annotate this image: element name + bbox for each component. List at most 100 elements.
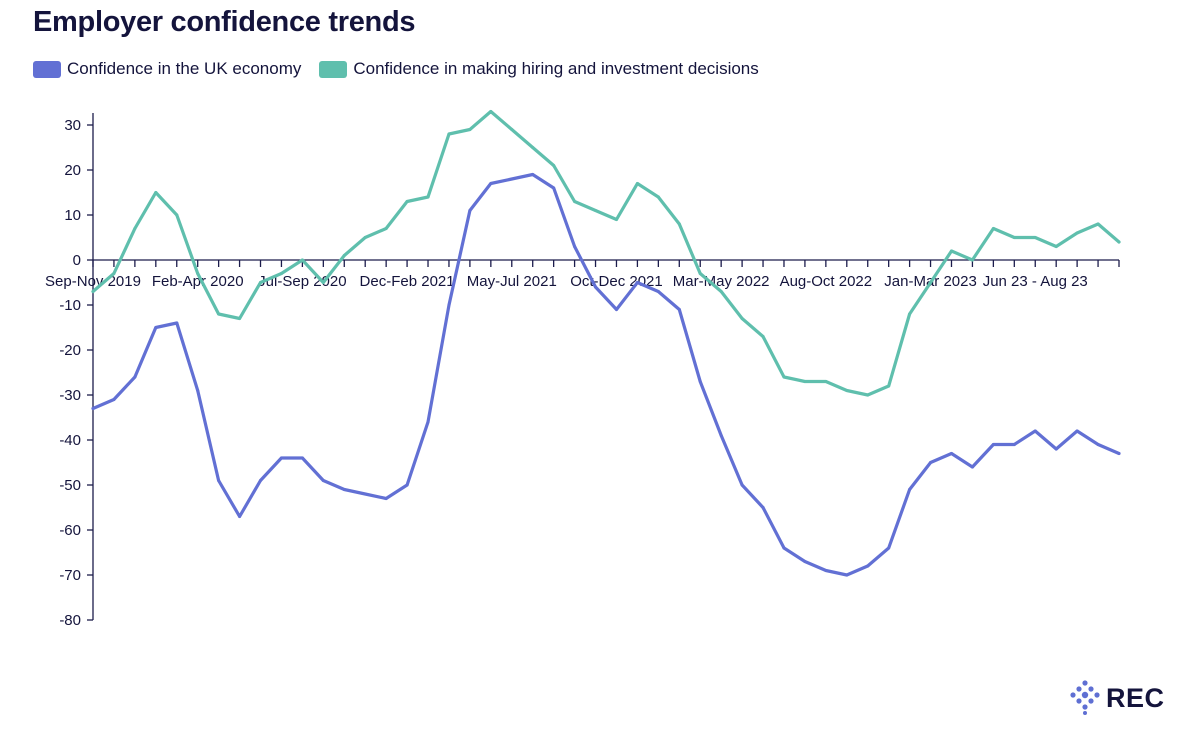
data-point: [342, 488, 346, 491]
data-point: [803, 560, 807, 563]
y-tick-label: -70: [59, 567, 81, 584]
data-point: [426, 420, 430, 424]
y-tick-label: -50: [59, 477, 81, 494]
data-point: [259, 281, 263, 284]
data-point: [719, 434, 723, 437]
data-point: [489, 110, 493, 113]
data-point: [196, 272, 200, 275]
data-point: [782, 546, 786, 550]
data-point: [635, 281, 639, 284]
data-point: [1054, 245, 1058, 248]
data-point: [824, 380, 828, 383]
legend-label: Confidence in making hiring and investme…: [353, 59, 759, 78]
data-point: [363, 236, 367, 239]
legend-swatch-hiring-investment: [319, 60, 348, 78]
data-point: [531, 146, 535, 149]
data-point: [1117, 240, 1121, 244]
data-point: [1012, 236, 1016, 239]
data-point: [1096, 443, 1100, 446]
data-point: [175, 321, 179, 325]
data-point: [761, 335, 765, 338]
series-line-hiring-investment: [91, 109, 1121, 397]
data-point: [991, 443, 995, 446]
rec-logo-text: REC: [1106, 682, 1165, 713]
data-point: [1096, 222, 1100, 226]
data-point: [217, 312, 221, 316]
x-tick-label: Dec-Feb 2021: [360, 273, 455, 290]
data-point: [447, 132, 451, 136]
y-tick-label: -40: [59, 432, 81, 449]
y-tick-label: 10: [64, 207, 81, 224]
data-point: [321, 479, 325, 482]
data-point: [300, 258, 304, 262]
data-point: [656, 290, 660, 293]
data-point: [594, 209, 598, 212]
data-point: [929, 281, 933, 284]
data-point: [698, 380, 702, 383]
data-point: [1054, 447, 1058, 451]
data-point: [468, 209, 472, 212]
data-point: [342, 254, 346, 257]
data-point: [949, 249, 953, 253]
legend-item-uk-economy[interactable]: Confidence in the UK economy: [33, 59, 301, 79]
data-point: [259, 479, 263, 482]
data-point: [970, 465, 974, 469]
data-point: [154, 191, 158, 194]
y-tick-label: -10: [59, 297, 81, 314]
data-point: [217, 479, 221, 482]
data-point: [614, 218, 618, 221]
data-point: [573, 245, 577, 248]
data-point: [384, 227, 388, 230]
data-point: [824, 569, 828, 572]
data-point: [279, 272, 283, 275]
y-tick-label: -60: [59, 522, 81, 539]
data-point: [510, 177, 514, 181]
legend-item-hiring-investment[interactable]: Confidence in making hiring and investme…: [319, 59, 759, 79]
data-point: [91, 407, 95, 410]
data-point: [991, 227, 995, 230]
data-point: [635, 182, 639, 185]
y-tick-label: 20: [64, 162, 81, 179]
y-tick-label: -20: [59, 342, 81, 359]
y-tick-label: -80: [59, 612, 81, 629]
data-point: [1075, 429, 1079, 433]
data-point: [656, 195, 660, 199]
data-point: [1033, 429, 1037, 433]
data-point: [1075, 231, 1079, 235]
data-point: [1012, 443, 1016, 446]
data-point: [405, 483, 409, 487]
rec-logo: REC: [1070, 680, 1165, 716]
data-point: [133, 227, 137, 230]
data-point: [238, 515, 242, 518]
data-point: [573, 200, 577, 203]
data-point: [845, 573, 849, 577]
x-tick-label: Sep-Nov 2019: [45, 273, 141, 290]
data-point: [677, 308, 681, 311]
x-tick-label: Jun 23 - Aug 23: [983, 273, 1088, 290]
data-point: [908, 312, 912, 316]
data-point: [698, 272, 702, 275]
data-point: [489, 182, 493, 185]
data-point: [803, 380, 807, 383]
data-point: [719, 290, 723, 293]
x-tick-label: Mar-May 2022: [673, 273, 770, 290]
data-point: [384, 497, 388, 500]
data-point: [1117, 452, 1121, 455]
data-point: [929, 461, 933, 464]
data-point: [279, 456, 283, 460]
data-point: [970, 258, 974, 262]
data-point: [740, 483, 744, 487]
data-point: [740, 317, 744, 320]
y-tick-label: 0: [73, 252, 81, 269]
data-point: [447, 303, 451, 307]
data-point: [908, 488, 912, 491]
x-tick-label: May-Jul 2021: [467, 273, 557, 290]
data-point: [594, 285, 598, 289]
x-tick-label: Feb-Apr 2020: [152, 273, 244, 290]
data-point: [196, 389, 200, 392]
data-point: [887, 546, 891, 550]
data-point: [91, 290, 95, 293]
series-line-uk-economy: [91, 172, 1121, 577]
chart-title: Employer confidence trends: [33, 6, 416, 38]
